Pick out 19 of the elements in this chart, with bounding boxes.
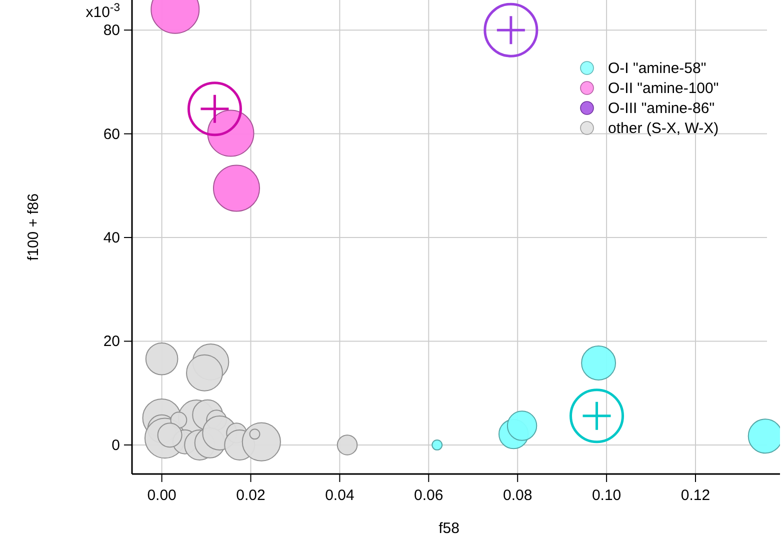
x-tick-label: 0.08 xyxy=(502,487,532,504)
x-axis-title: f58 xyxy=(438,520,460,537)
x-tick-label: 0.02 xyxy=(236,487,266,504)
x-tick-label: 0.12 xyxy=(680,487,710,504)
legend-label: other (S-X, W-X) xyxy=(608,120,719,137)
legend-label: O-I "amine-58" xyxy=(608,60,706,77)
x-tick-label: 0.04 xyxy=(325,487,354,504)
x-tick-label: 0.00 xyxy=(147,487,176,504)
x-tick-label: 0.06 xyxy=(414,487,444,504)
y-tick-label: 80 xyxy=(103,22,120,40)
x-tick-label: 0.10 xyxy=(592,487,622,504)
y-axis-title: f100 + f86 xyxy=(25,193,42,261)
y-tick-label: 40 xyxy=(103,230,120,247)
y-tick-label: 0 xyxy=(112,436,120,454)
y-tick-label: 20 xyxy=(103,333,120,350)
y-tick-label: 60 xyxy=(103,126,120,143)
text: x10$^{-3}$ xyxy=(86,2,120,22)
legend-label: O-III "amine-86" xyxy=(608,100,715,117)
legend-label: O-II "amine-100" xyxy=(608,80,719,97)
